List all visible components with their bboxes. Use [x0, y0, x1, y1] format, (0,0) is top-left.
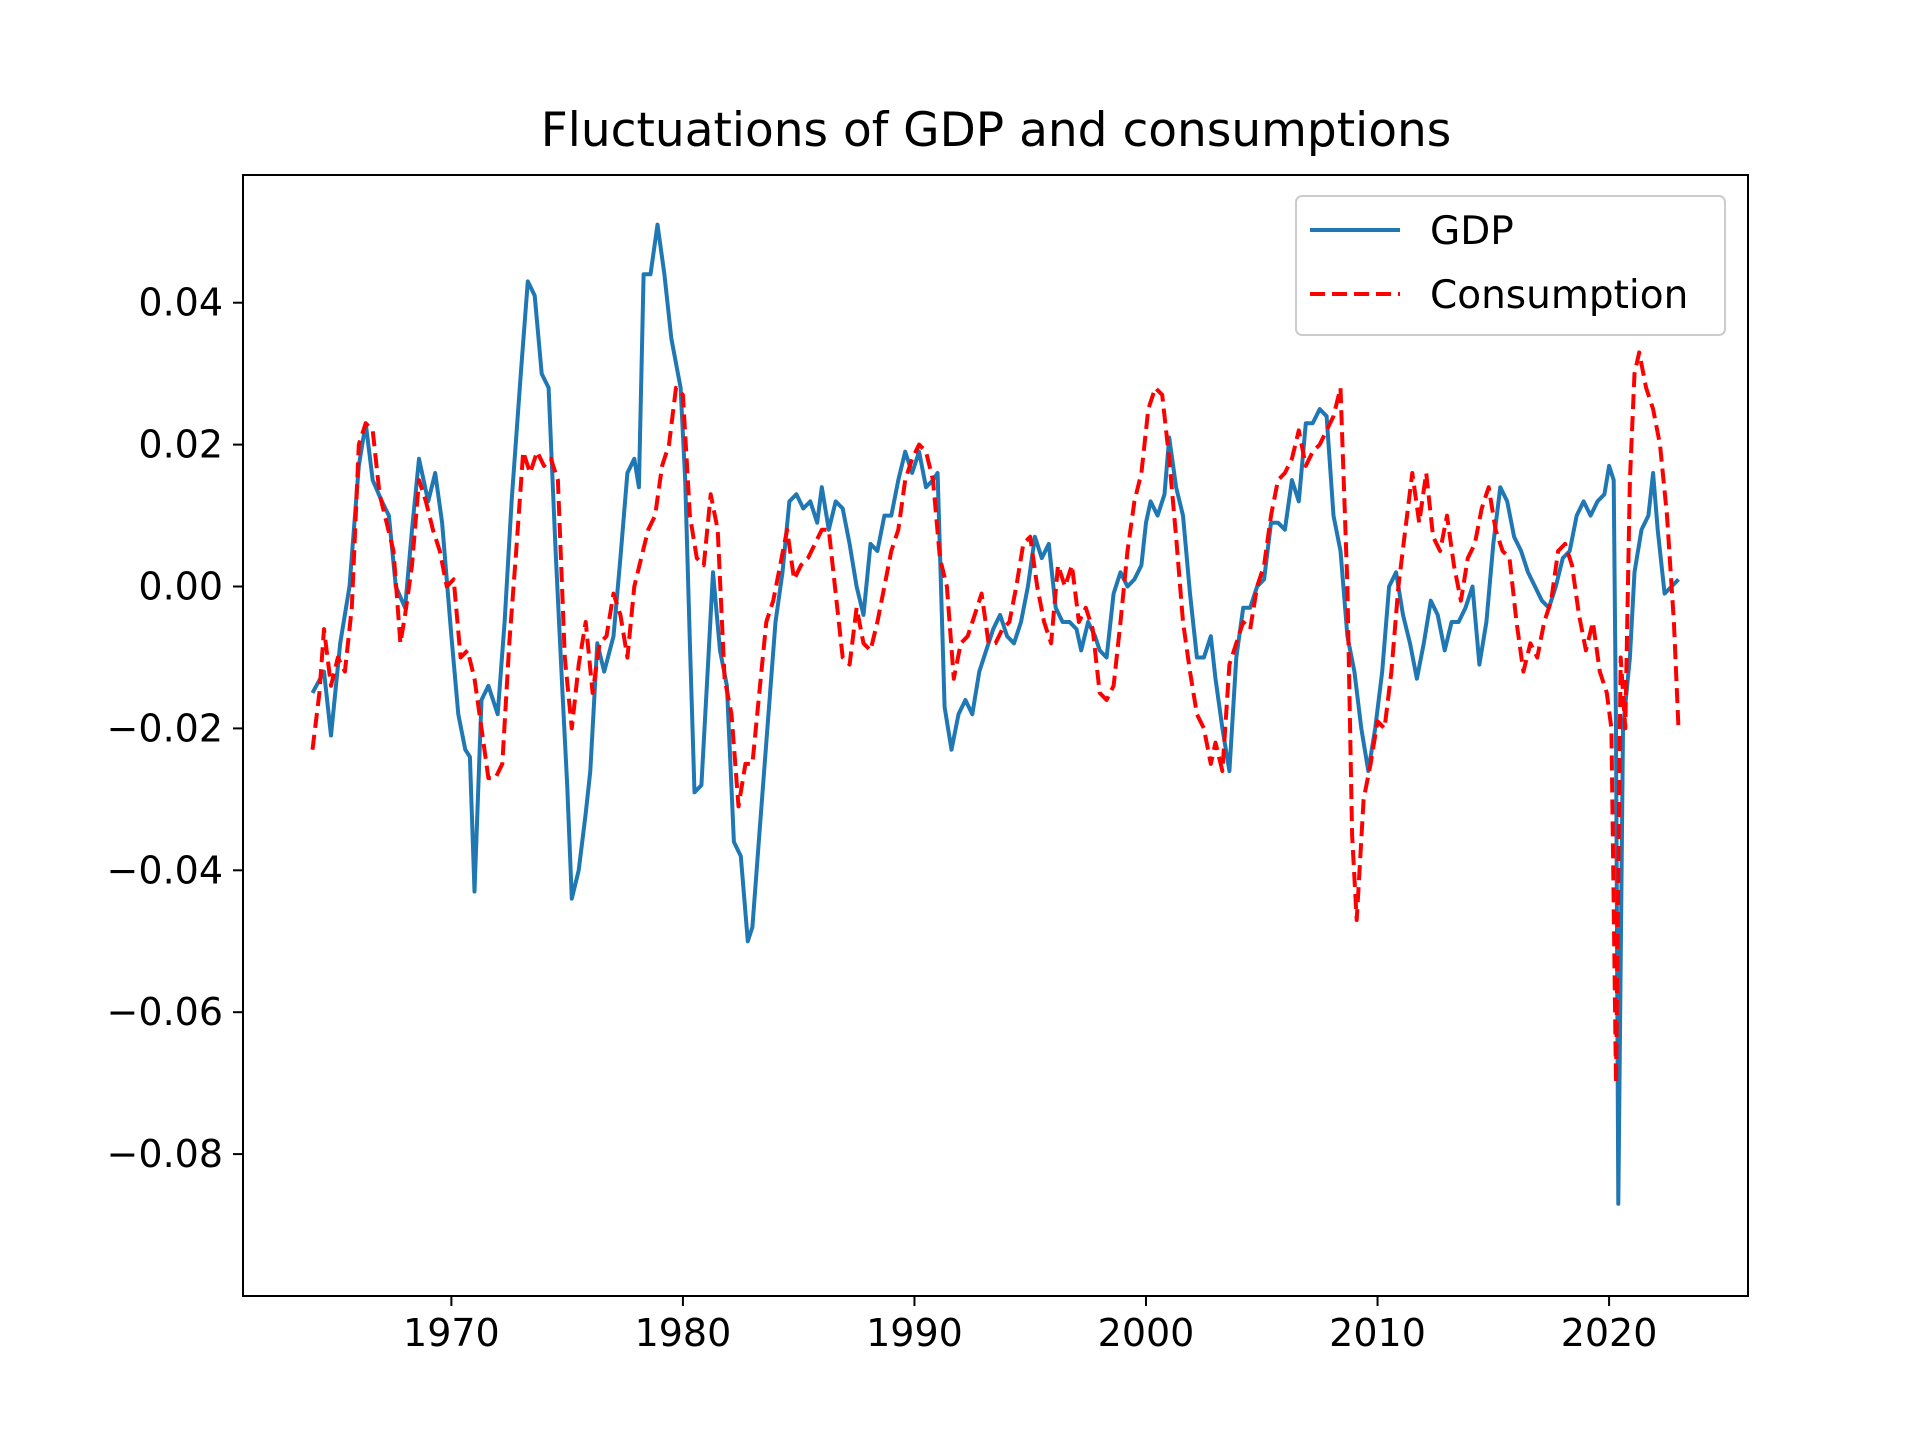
- x-tick-label: 1990: [866, 1311, 963, 1355]
- x-tick-label: 1980: [635, 1311, 732, 1355]
- y-tick-label: 0.02: [138, 423, 223, 467]
- x-tick-label: 1970: [403, 1311, 500, 1355]
- y-tick-label: −0.02: [107, 706, 223, 750]
- y-tick-label: −0.08: [107, 1132, 223, 1176]
- y-tick-label: 0.04: [138, 281, 223, 325]
- x-tick-label: 2020: [1561, 1311, 1658, 1355]
- plot-area: [242, 174, 1749, 1297]
- y-axis: −0.08 −0.06 −0.04 −0.02 0.00 0.02 0.04: [107, 281, 243, 1176]
- legend-label-consumption: Consumption: [1430, 273, 1688, 318]
- x-axis: 1970 1980 1990 2000 2010 2020: [403, 1296, 1657, 1355]
- plot-frame: [242, 174, 1749, 1297]
- legend-box: [1295, 195, 1726, 336]
- y-tick-label: −0.06: [107, 990, 223, 1034]
- legend: GDP Consumption: [1295, 195, 1726, 336]
- x-tick-label: 2000: [1098, 1311, 1195, 1355]
- y-tick-label: −0.04: [107, 848, 223, 892]
- x-tick-label: 2010: [1329, 1311, 1426, 1355]
- series-line-gdp: [310, 222, 1680, 1206]
- legend-label-gdp: GDP: [1430, 209, 1514, 254]
- series-line-consumption: [310, 350, 1681, 1086]
- plot-background: [243, 175, 1748, 1296]
- y-tick-label: 0.00: [138, 565, 223, 609]
- chart-title: Fluctuations of GDP and consumptions: [541, 103, 1452, 158]
- series-layer: [310, 222, 1681, 1206]
